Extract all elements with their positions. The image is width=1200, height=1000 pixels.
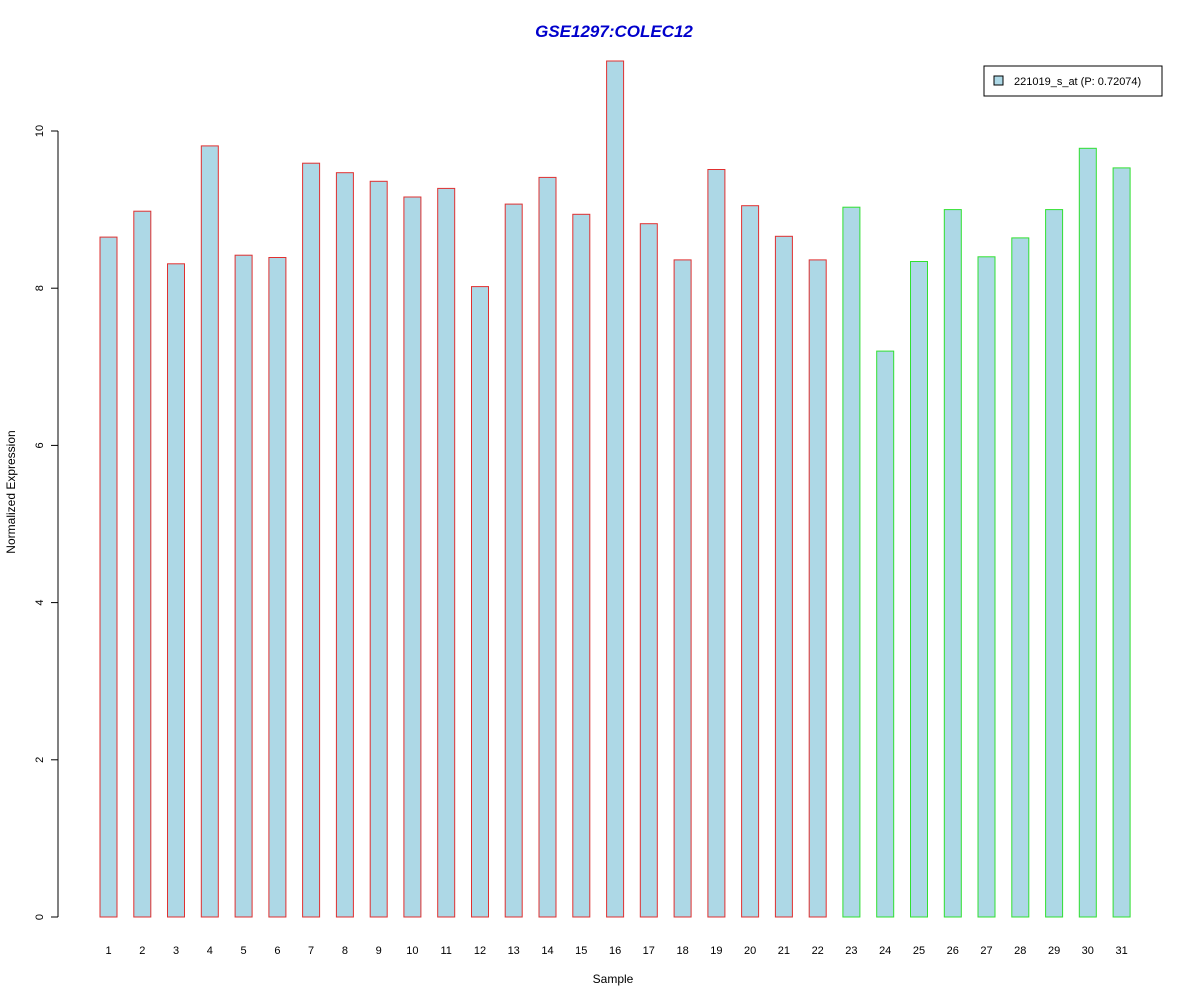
bar-sample-6 [268,257,287,918]
bar-sample-27 [977,256,996,918]
x-tick-label: 18 [676,945,688,957]
bar-sample-14 [538,176,557,918]
x-tick-label: 30 [1082,945,1094,957]
x-tick-label: 6 [274,945,280,957]
y-tick-label: 4 [34,600,46,606]
y-tick-label: 10 [34,125,46,137]
bar-sample-1 [99,236,118,918]
bar-sample-29 [1045,209,1064,918]
x-tick-label: 29 [1048,945,1060,957]
y-tick-label: 6 [34,442,46,448]
x-tick-label: 4 [207,945,213,957]
legend: 221019_s_at (P: 0.72074) [983,65,1163,97]
bar-sample-24 [876,350,895,918]
x-tick-label: 11 [440,945,451,957]
x-tick-label: 1 [105,945,111,957]
bar-sample-9 [369,180,388,918]
bar-sample-28 [1011,237,1030,918]
x-tick-label: 9 [376,945,382,957]
x-tick-label: 28 [1014,945,1026,957]
bar-sample-15 [572,213,591,918]
x-tick-label: 20 [744,945,756,957]
bar-sample-3 [167,263,185,918]
bar-sample-17 [639,223,658,918]
bar-sample-23 [842,206,861,918]
bar-sample-26 [943,209,962,918]
bar-sample-18 [673,259,692,918]
bar-sample-25 [910,261,928,918]
bar-sample-4 [200,145,219,918]
x-tick-label: 14 [541,945,553,957]
x-tick-label: 23 [845,945,857,957]
bar-sample-10 [403,196,422,918]
y-axis: 0 2 4 6 8 10 [34,125,59,920]
bar-sample-30 [1078,147,1097,918]
x-tick-label: 13 [508,945,520,957]
x-tick-label: 5 [241,945,247,957]
bars-group [99,60,1131,918]
x-tick-label: 15 [575,945,587,957]
y-tick-label: 0 [34,914,46,920]
bar-sample-12 [471,286,489,918]
legend-swatch [993,75,1004,86]
x-axis-label: Sample [593,972,634,986]
x-tick-label: 17 [643,945,655,957]
x-tick-labels: 1 2 3 4 5 6 7 8 9 10 11 12 13 14 15 16 17 18 19 20 21 22 23 24 2… [105,945,1127,957]
chart-title: GSE1297:COLEC12 [535,22,693,41]
x-tick-label: 25 [913,945,925,957]
bar-sample-5 [234,254,253,918]
x-tick-label: 12 [474,945,486,957]
legend-label: 221019_s_at (P: 0.72074) [1014,76,1141,88]
y-axis-label: Normalized Expression [4,430,18,553]
bar-sample-19 [707,169,726,918]
x-tick-label: 31 [1115,945,1127,957]
bar-sample-22 [808,259,827,918]
x-tick-label: 16 [609,945,621,957]
x-tick-label: 10 [406,945,418,957]
x-tick-label: 22 [812,945,824,957]
x-tick-label: 21 [778,945,790,957]
x-tick-label: 24 [879,945,891,957]
bar-sample-31 [1112,167,1131,918]
bar-sample-11 [437,187,456,918]
legend-box [983,65,1163,97]
x-tick-label: 27 [980,945,992,957]
x-tick-label: 7 [308,945,314,957]
bar-sample-8 [335,172,354,918]
x-tick-label: 8 [342,945,348,957]
bar-sample-13 [504,203,523,918]
y-tick-label: 8 [34,285,46,291]
x-tick-label: 26 [947,945,959,957]
bar-sample-7 [302,162,321,918]
bar-sample-20 [741,205,760,918]
x-tick-label: 19 [710,945,722,957]
y-tick-label: 2 [34,757,46,763]
x-tick-label: 2 [139,945,145,957]
x-tick-label: 3 [173,945,179,957]
bar-sample-2 [133,210,152,918]
bar-sample-16 [606,60,625,918]
bar-sample-21 [774,235,793,918]
